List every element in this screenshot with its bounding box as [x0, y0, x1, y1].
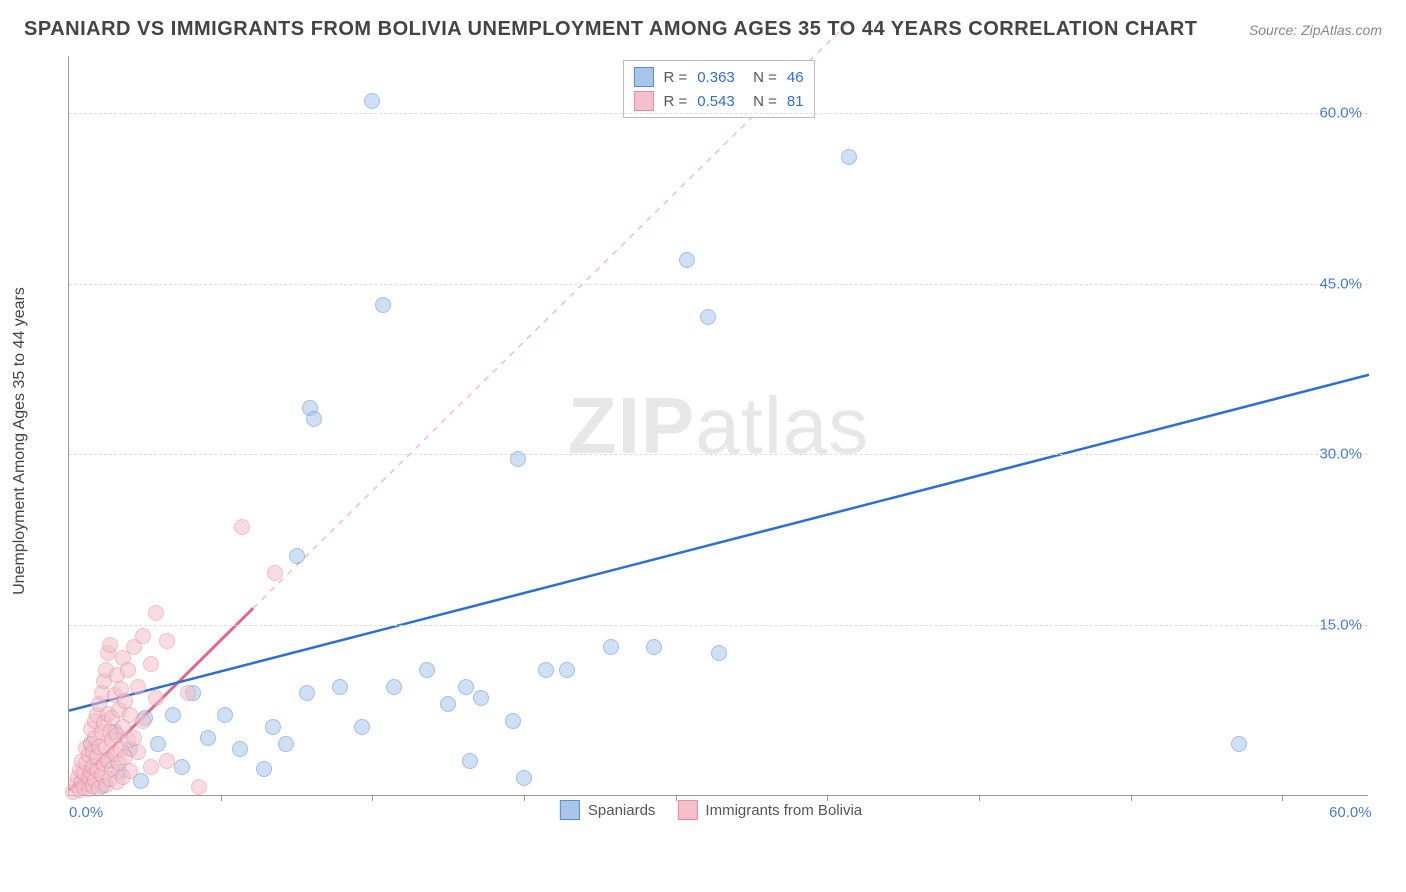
data-point: [679, 252, 695, 268]
legend-r-label: R =: [663, 69, 687, 86]
legend-r-value-bolivia: 0.543: [697, 93, 735, 110]
data-point: [130, 679, 146, 695]
legend-label-bolivia: Immigrants from Bolivia: [705, 802, 862, 819]
legend-swatch-bolivia: [677, 800, 697, 820]
y-axis-label: Unemployment Among Ages 35 to 44 years: [11, 287, 29, 595]
data-point: [180, 685, 196, 701]
data-point: [232, 741, 248, 757]
data-point: [148, 605, 164, 621]
x-tick-mark: [1282, 795, 1283, 801]
data-point: [200, 730, 216, 746]
data-point: [538, 662, 554, 678]
data-point: [364, 93, 380, 109]
gridline: [69, 113, 1368, 114]
data-point: [159, 633, 175, 649]
legend-row-spaniards: R = 0.363 N = 46: [633, 65, 803, 89]
y-tick-label: 15.0%: [1319, 617, 1362, 634]
data-point: [354, 719, 370, 735]
data-point: [332, 679, 348, 695]
legend-row-bolivia: R = 0.543 N = 81: [633, 89, 803, 113]
data-point: [1231, 736, 1247, 752]
data-point: [159, 753, 175, 769]
x-tick-mark: [221, 795, 222, 801]
legend-swatch-bolivia: [633, 91, 653, 111]
data-point: [306, 411, 322, 427]
data-point: [148, 690, 164, 706]
data-point: [278, 736, 294, 752]
data-point: [265, 719, 281, 735]
data-point: [510, 451, 526, 467]
x-tick-mark: [372, 795, 373, 801]
data-point: [386, 679, 402, 695]
legend-item-spaniards: Spaniards: [560, 800, 656, 820]
data-point: [841, 149, 857, 165]
data-point: [473, 690, 489, 706]
data-point: [191, 779, 207, 795]
data-point: [102, 637, 118, 653]
x-tick-mark: [524, 795, 525, 801]
legend-series: Spaniards Immigrants from Bolivia: [560, 800, 862, 820]
legend-n-value-bolivia: 81: [787, 93, 804, 110]
gridline: [69, 625, 1368, 626]
legend-swatch-spaniards: [560, 800, 580, 820]
x-tick-mark: [1131, 795, 1132, 801]
data-point: [130, 744, 146, 760]
x-tick-label: 0.0%: [69, 804, 103, 821]
legend-label-spaniards: Spaniards: [588, 802, 656, 819]
data-point: [234, 519, 250, 535]
data-point: [165, 707, 181, 723]
trend-lines: [69, 56, 1368, 795]
data-point: [646, 639, 662, 655]
chart-title: SPANIARD VS IMMIGRANTS FROM BOLIVIA UNEM…: [24, 18, 1197, 41]
legend-n-label: N =: [745, 93, 777, 110]
legend-r-value-spaniards: 0.363: [697, 69, 735, 86]
data-point: [117, 693, 133, 709]
source-attribution: Source: ZipAtlas.com: [1249, 22, 1382, 38]
data-point: [375, 297, 391, 313]
gridline: [69, 454, 1368, 455]
data-point: [289, 548, 305, 564]
data-point: [505, 713, 521, 729]
data-point: [458, 679, 474, 695]
data-point: [122, 763, 138, 779]
data-point: [299, 685, 315, 701]
data-point: [440, 696, 456, 712]
data-point: [150, 736, 166, 752]
legend-correlation: R = 0.363 N = 46 R = 0.543 N = 81: [622, 60, 814, 118]
data-point: [143, 759, 159, 775]
data-point: [217, 707, 233, 723]
data-point: [120, 662, 136, 678]
x-tick-label: 60.0%: [1329, 804, 1372, 821]
data-point: [135, 628, 151, 644]
data-point: [711, 645, 727, 661]
data-point: [700, 309, 716, 325]
legend-n-label: N =: [745, 69, 777, 86]
plot-region: ZIPatlas R = 0.363 N = 46 R = 0.543 N = …: [68, 56, 1368, 796]
watermark: ZIPatlas: [568, 380, 869, 472]
data-point: [462, 753, 478, 769]
legend-r-label: R =: [663, 93, 687, 110]
data-point: [559, 662, 575, 678]
data-point: [256, 761, 272, 777]
y-tick-label: 30.0%: [1319, 446, 1362, 463]
data-point: [174, 759, 190, 775]
y-tick-label: 60.0%: [1319, 104, 1362, 121]
legend-item-bolivia: Immigrants from Bolivia: [677, 800, 862, 820]
chart-area: Unemployment Among Ages 35 to 44 years Z…: [50, 56, 1372, 826]
data-point: [143, 656, 159, 672]
x-tick-mark: [979, 795, 980, 801]
data-point: [516, 770, 532, 786]
data-point: [419, 662, 435, 678]
data-point: [267, 565, 283, 581]
legend-swatch-spaniards: [633, 67, 653, 87]
data-point: [135, 713, 151, 729]
gridline: [69, 284, 1368, 285]
title-bar: SPANIARD VS IMMIGRANTS FROM BOLIVIA UNEM…: [24, 18, 1382, 41]
data-point: [603, 639, 619, 655]
legend-n-value-spaniards: 46: [787, 69, 804, 86]
y-tick-label: 45.0%: [1319, 275, 1362, 292]
